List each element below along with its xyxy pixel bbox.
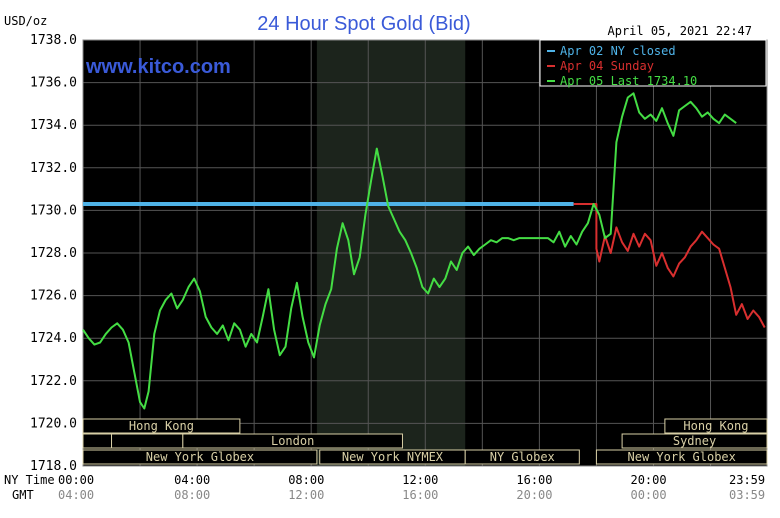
y-tick-label: 1726.0 xyxy=(30,289,77,304)
session-box xyxy=(82,418,241,434)
x-tick-ny-label: 20:00 xyxy=(630,473,666,487)
x-tick-ny-label: 08:00 xyxy=(288,473,324,487)
chart-title: 24 Hour Spot Gold (Bid) xyxy=(257,13,470,35)
x-tick-gmt-label: 20:00 xyxy=(516,488,552,502)
plot-border xyxy=(82,39,768,467)
series-line xyxy=(82,92,737,410)
unit-label: USD/oz xyxy=(4,14,47,28)
session-label: London xyxy=(271,434,314,448)
timestamp: April 05, 2021 22:47 xyxy=(608,24,753,38)
session-box xyxy=(595,449,768,465)
y-tick-label: 1734.0 xyxy=(30,118,77,133)
y-tick-label: 1732.0 xyxy=(30,161,77,176)
y-tick-label: 1724.0 xyxy=(30,331,77,346)
legend-swatch xyxy=(547,50,555,52)
session-label: NY Globex xyxy=(490,450,555,464)
market-sessions: Hong Kong Hong Kong London Sydney New York G… xyxy=(82,418,768,465)
x-tick-gmt-label: 12:00 xyxy=(288,488,324,502)
y-tick-label: 1720.0 xyxy=(30,416,77,431)
session-box xyxy=(82,449,318,465)
y-axis-ticks: 1738.0 1736.0 1734.0 1732.0 1730.0 1728.0 1726… xyxy=(30,33,77,474)
legend-swatch xyxy=(547,65,555,67)
session-box xyxy=(111,433,184,449)
session-box xyxy=(664,418,768,434)
legend-box xyxy=(539,39,767,87)
session-label: New York Globex xyxy=(628,450,736,464)
y-tick-label: 1736.0 xyxy=(30,76,77,91)
series-line xyxy=(573,203,766,328)
x-tick-gmt-label: 08:00 xyxy=(174,488,210,502)
y-tick-label: 1728.0 xyxy=(30,246,77,261)
session-label: Sydney xyxy=(673,434,716,448)
session-box xyxy=(464,449,580,465)
x-tick-ny-label: 00:00 xyxy=(58,473,94,487)
session-label: New York Globex xyxy=(146,450,254,464)
x-tick-ny-label: 23:59 xyxy=(729,473,765,487)
legend-swatch xyxy=(547,80,555,82)
x-tick-gmt-label: 16:00 xyxy=(402,488,438,502)
legend-label: Apr 05 Last 1734.10 xyxy=(560,74,697,88)
y-tick-label: 1722.0 xyxy=(30,374,77,389)
x-axis-ticks: 00:00 04:00 08:00 12:00 16:00 20:00 23:5904:00… xyxy=(58,473,765,502)
session-label: New York NYMEX xyxy=(342,450,444,464)
legend-label: Apr 02 NY closed xyxy=(560,44,676,58)
y-tick-label: 1738.0 xyxy=(30,33,77,48)
ny-time-label: NY Time xyxy=(4,473,55,487)
x-tick-ny-label: 12:00 xyxy=(402,473,438,487)
x-tick-gmt-label: 00:00 xyxy=(630,488,666,502)
session-box xyxy=(621,433,768,449)
session-label: Hong Kong xyxy=(129,419,194,433)
y-tick-label: 1718.0 xyxy=(30,459,77,474)
y-tick-label: 1730.0 xyxy=(30,203,77,218)
price-series xyxy=(82,92,766,410)
watermark: www.kitco.com xyxy=(85,56,231,78)
gmt-label: GMT xyxy=(12,488,34,502)
x-tick-gmt-label: 04:00 xyxy=(58,488,94,502)
x-tick-gmt-label: 03:59 xyxy=(729,488,765,502)
session-label: Hong Kong xyxy=(683,419,748,433)
session-box xyxy=(82,433,113,449)
legend-label: Apr 04 Sunday xyxy=(560,59,654,73)
session-box xyxy=(182,433,403,449)
x-tick-ny-label: 16:00 xyxy=(516,473,552,487)
x-tick-ny-label: 04:00 xyxy=(174,473,210,487)
